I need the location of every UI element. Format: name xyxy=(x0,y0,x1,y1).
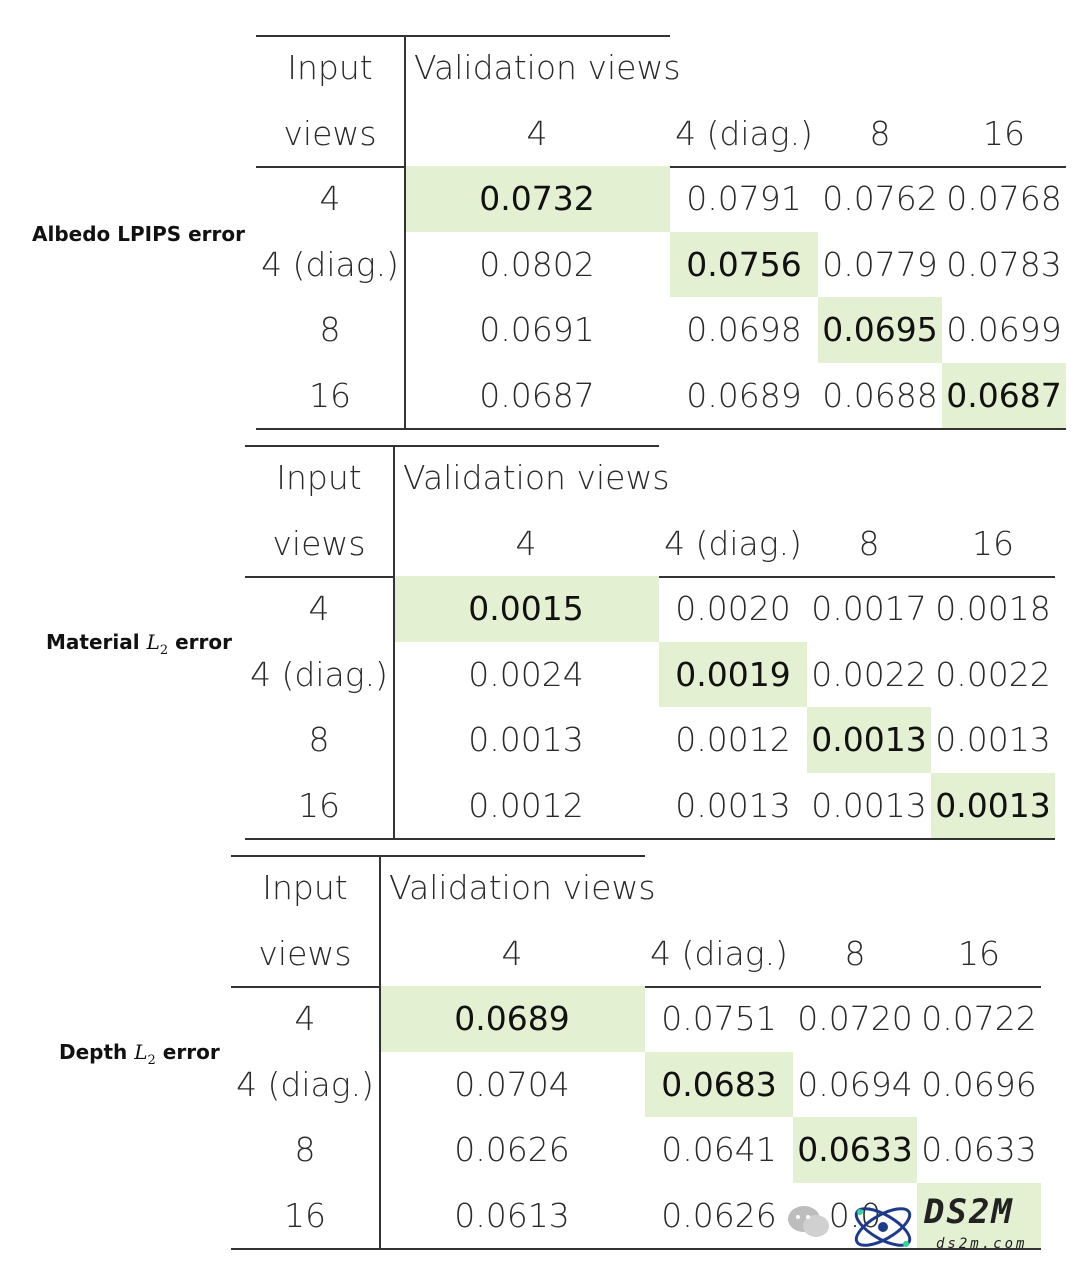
header-input-label: Input xyxy=(262,868,348,908)
header-column-1: 4 (diag.) xyxy=(675,113,813,153)
table-cell: 0.0613 xyxy=(454,1195,570,1235)
table-cell: 0.0802 xyxy=(479,244,595,284)
header-input-label: Input xyxy=(287,48,373,88)
table-cell: 0.0698 xyxy=(686,310,802,350)
table-cell: 0.0687 xyxy=(942,362,1066,428)
table-cell: 0.0762 xyxy=(822,179,938,219)
header-validation-title: Validation views xyxy=(403,458,670,498)
atom-logo-icon xyxy=(854,1207,912,1247)
table-cell: 0.0013 xyxy=(468,720,584,760)
table-cell: 0.0751 xyxy=(661,999,777,1039)
header-input-label: Input xyxy=(276,458,362,498)
table-cell: 0.0012 xyxy=(468,785,584,825)
table-cell: 0.0641 xyxy=(661,1130,777,1170)
table-cell: 0.0683 xyxy=(645,1051,793,1117)
row-label: 16 xyxy=(309,375,351,415)
table-cell: 0.0013 xyxy=(807,707,931,773)
row-label: 4 (diag.) xyxy=(250,654,388,694)
header-column-2: 8 xyxy=(844,933,866,973)
header-column-1: 4 (diag.) xyxy=(664,523,802,563)
table-cell: 0.0689 xyxy=(686,375,802,415)
table-cell: 0.0633 xyxy=(921,1130,1037,1170)
header-column-2: 8 xyxy=(869,113,891,153)
table-cell: 0.0022 xyxy=(811,654,927,694)
table-cell: 0.0699 xyxy=(946,310,1062,350)
table-cell: 0.0689 xyxy=(379,986,645,1052)
row-label: 4 (diag.) xyxy=(261,244,399,284)
table-cell: 0.0720 xyxy=(797,999,913,1039)
albedo-table-label: Albedo LPIPS error xyxy=(32,222,245,246)
watermark-brand: DS2M xyxy=(924,1192,1014,1232)
table-vertical-rule xyxy=(393,445,395,838)
row-label: 8 xyxy=(308,720,330,760)
table-top-rule xyxy=(231,855,645,857)
table-cell: 0.0018 xyxy=(935,589,1051,629)
table-bottom-rule xyxy=(245,838,1055,840)
table-cell: 0.0015 xyxy=(393,576,659,642)
chat-bubble-icon xyxy=(788,1206,829,1237)
header-column-0: 4 xyxy=(515,523,537,563)
header-views-label: views xyxy=(283,113,377,153)
row-label: 16 xyxy=(298,785,340,825)
table-cell: 0.0756 xyxy=(670,231,818,297)
table-top-rule xyxy=(245,445,659,447)
table-cell: 0.0626 xyxy=(454,1130,570,1170)
table-cell: 0.0012 xyxy=(675,720,791,760)
table-cell: 0.0768 xyxy=(946,179,1062,219)
table-cell: 0.0022 xyxy=(935,654,1051,694)
watermark: DS2M ds2m.com xyxy=(786,1192,1076,1262)
table-bottom-rule xyxy=(256,428,1066,430)
table-cell: 0.0783 xyxy=(946,244,1062,284)
table-cell: 0.0691 xyxy=(479,310,595,350)
table-cell: 0.0020 xyxy=(675,589,791,629)
header-column-2: 8 xyxy=(858,523,880,563)
table-vertical-rule xyxy=(404,35,406,428)
material-table-label: Material L2 error xyxy=(46,630,232,658)
table-cell: 0.0732 xyxy=(404,166,670,232)
row-label: 8 xyxy=(319,310,341,350)
table-bottom-rule xyxy=(231,1248,1041,1250)
table-cell: 0.0013 xyxy=(935,720,1051,760)
header-column-3: 16 xyxy=(958,933,1000,973)
table-cell xyxy=(917,1182,1041,1248)
row-label: 8 xyxy=(294,1130,316,1170)
table-cell: 0.0694 xyxy=(797,1064,913,1104)
row-label: 4 xyxy=(294,999,316,1039)
table-cell: 0.0704 xyxy=(454,1064,570,1104)
table-top-rule xyxy=(256,35,670,37)
table-vertical-rule xyxy=(379,855,381,1248)
header-column-0: 4 xyxy=(526,113,548,153)
row-label: 16 xyxy=(284,1195,326,1235)
table-cell: 0.0017 xyxy=(811,589,927,629)
table-cell: 0.0791 xyxy=(686,179,802,219)
table-cell: 0.0779 xyxy=(822,244,938,284)
header-validation-title: Validation views xyxy=(414,48,681,88)
row-label: 4 xyxy=(308,589,330,629)
table-cell: 0.0695 xyxy=(818,297,942,363)
table-cell: 0.0013 xyxy=(675,785,791,825)
table-cell: 0.0687 xyxy=(479,375,595,415)
row-label: 4 (diag.) xyxy=(236,1064,374,1104)
table-cell: 0.0633 xyxy=(793,1117,917,1183)
header-column-1: 4 (diag.) xyxy=(650,933,788,973)
table-cell: 0.0688 xyxy=(822,375,938,415)
table-cell: 0.0013 xyxy=(931,772,1055,838)
table-cell: 0.0722 xyxy=(921,999,1037,1039)
table-cell: 0.0013 xyxy=(811,785,927,825)
header-column-0: 4 xyxy=(501,933,523,973)
header-validation-title: Validation views xyxy=(389,868,656,908)
table-cell: 0.0024 xyxy=(468,654,584,694)
header-column-3: 16 xyxy=(983,113,1025,153)
depth-table-label: Depth L2 error xyxy=(59,1040,220,1068)
row-label: 4 xyxy=(319,179,341,219)
header-views-label: views xyxy=(258,933,352,973)
header-views-label: views xyxy=(272,523,366,563)
table-cell: 0.0696 xyxy=(921,1064,1037,1104)
table-cell: 0.0019 xyxy=(659,641,807,707)
watermark-site: ds2m.com xyxy=(936,1236,1028,1252)
header-column-3: 16 xyxy=(972,523,1014,563)
table-cell: 0.0626 xyxy=(661,1195,777,1235)
